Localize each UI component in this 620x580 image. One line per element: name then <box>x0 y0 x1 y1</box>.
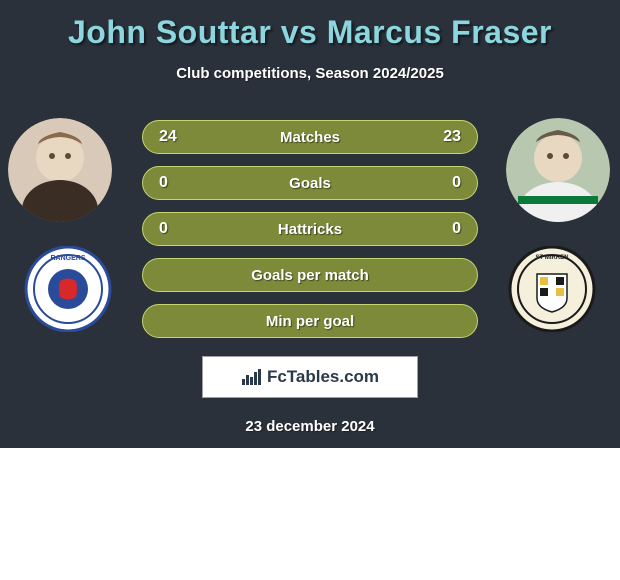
stat-left-value: 0 <box>159 220 168 238</box>
stats-zone: RANGERS ST MIRREN 24 Matche <box>0 118 620 435</box>
player-left-avatar <box>8 118 112 222</box>
stat-left-value: 24 <box>159 128 177 146</box>
stat-right-value: 0 <box>452 174 461 192</box>
white-panel <box>0 448 620 580</box>
source-badge: FcTables.com <box>202 356 418 398</box>
stat-label: Goals <box>289 175 331 192</box>
stats-pills: 24 Matches 23 0 Goals 0 0 Hattricks 0 Go… <box>142 118 478 338</box>
stat-row: Goals per match <box>142 258 478 292</box>
stat-label: Hattricks <box>278 221 342 238</box>
stat-label: Matches <box>280 129 340 146</box>
stat-row: 0 Goals 0 <box>142 166 478 200</box>
club-right-crest: ST MIRREN <box>502 246 602 332</box>
crest-icon: RANGERS <box>18 246 118 332</box>
stat-row: Min per goal <box>142 304 478 338</box>
svg-text:ST MIRREN: ST MIRREN <box>536 255 569 261</box>
stat-label: Goals per match <box>251 267 369 284</box>
avatar-placeholder-icon <box>8 118 112 222</box>
chart-bars-icon <box>241 368 263 386</box>
dark-panel: John Souttar vs Marcus Fraser Club compe… <box>0 0 620 448</box>
badge-text: FcTables.com <box>267 367 379 387</box>
page-title: John Souttar vs Marcus Fraser <box>0 14 620 51</box>
avatar-placeholder-icon <box>506 118 610 222</box>
stat-left-value: 0 <box>159 174 168 192</box>
stat-right-value: 0 <box>452 220 461 238</box>
stat-row: 0 Hattricks 0 <box>142 212 478 246</box>
comparison-card: John Souttar vs Marcus Fraser Club compe… <box>0 0 620 580</box>
crest-icon: ST MIRREN <box>502 246 602 332</box>
subtitle: Club competitions, Season 2024/2025 <box>0 65 620 82</box>
date-label: 23 december 2024 <box>0 418 620 435</box>
stat-row: 24 Matches 23 <box>142 120 478 154</box>
club-left-crest: RANGERS <box>18 246 118 332</box>
svg-text:RANGERS: RANGERS <box>50 255 85 262</box>
player-right-avatar <box>506 118 610 222</box>
stat-label: Min per goal <box>266 313 354 330</box>
stat-right-value: 23 <box>443 128 461 146</box>
